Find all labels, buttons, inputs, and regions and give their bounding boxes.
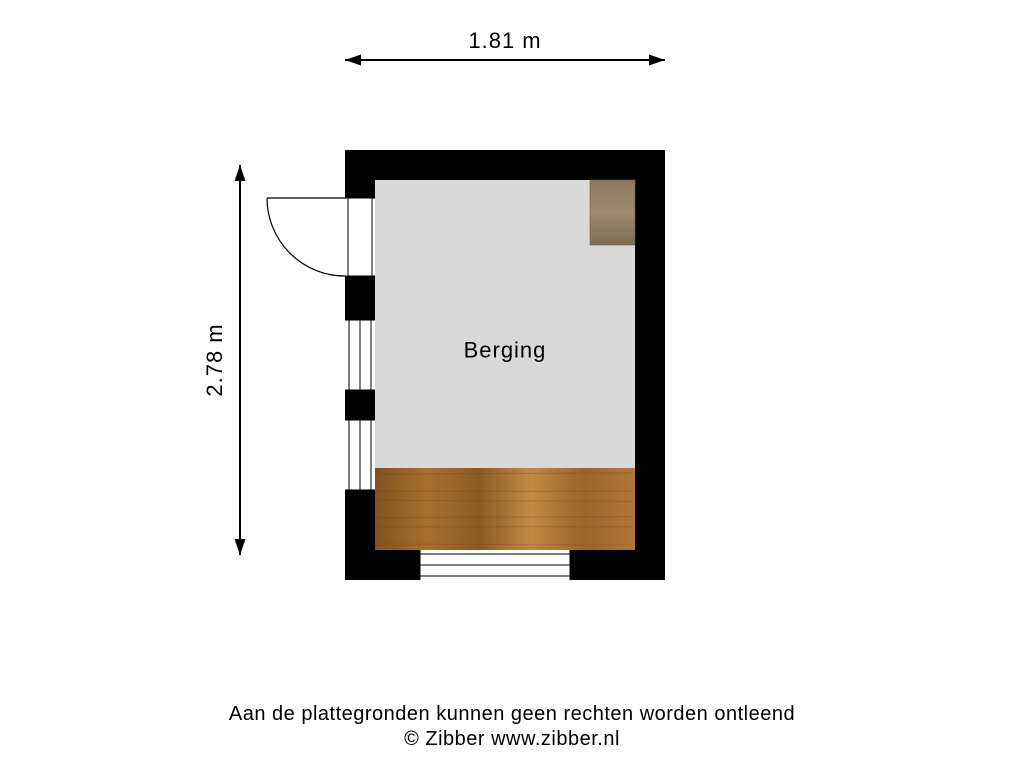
- room-label: Berging: [464, 338, 547, 363]
- dimension-height-label: 2.78 m: [202, 323, 227, 396]
- dimension-width: 1.81 m: [345, 28, 665, 66]
- furniture-bench: [375, 468, 635, 550]
- door: [267, 198, 375, 276]
- dimension-height: 2.78 m: [202, 165, 246, 555]
- copyright-text: © Zibber www.zibber.nl: [404, 728, 620, 750]
- furniture-corner-block: [590, 180, 635, 245]
- floorplan-canvas: 1.81 m 2.78 m Berging Aan de plattegrond…: [0, 0, 1024, 768]
- dimension-width-label: 1.81 m: [468, 28, 541, 53]
- room-plan: Berging: [267, 150, 665, 580]
- footer: Aan de plattegronden kunnen geen rechten…: [229, 703, 795, 750]
- disclaimer-text: Aan de plattegronden kunnen geen rechten…: [229, 703, 795, 725]
